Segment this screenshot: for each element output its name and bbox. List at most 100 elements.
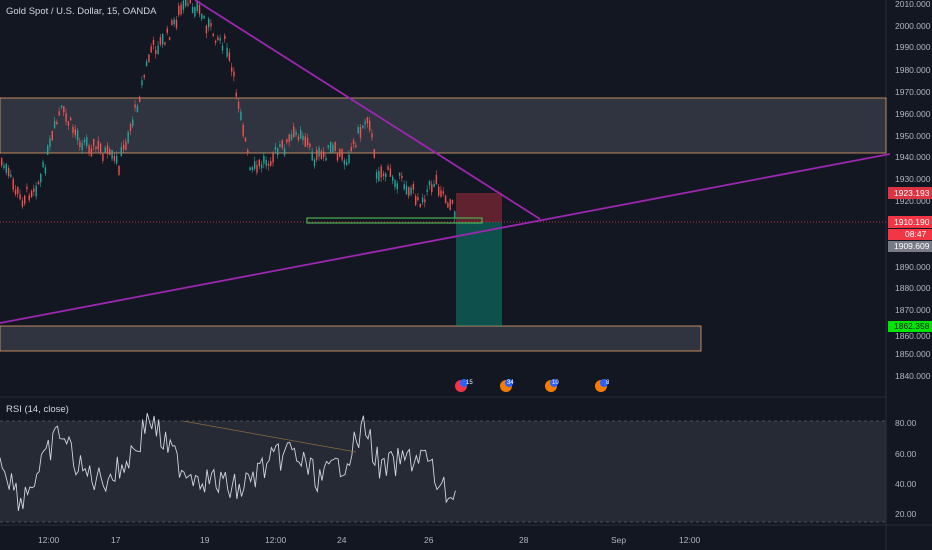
candle xyxy=(205,25,208,34)
candle xyxy=(118,165,120,175)
rsi-indicator-label[interactable]: RSI (14, close) xyxy=(6,404,69,415)
candle xyxy=(274,146,277,150)
time-axis[interactable]: 12:00 17 19 12:00 24 26 28 Sep 12:00 xyxy=(38,535,701,545)
candle xyxy=(35,185,37,197)
candle xyxy=(224,35,226,39)
candle xyxy=(157,45,159,55)
candle xyxy=(102,153,104,161)
candle xyxy=(332,144,334,153)
candle xyxy=(283,148,286,156)
candle xyxy=(212,33,214,36)
candle xyxy=(203,15,205,19)
candle xyxy=(428,181,431,186)
candle xyxy=(210,23,212,27)
candle xyxy=(40,174,42,183)
price-label-bg xyxy=(888,187,932,199)
price-tick: 1960.000 xyxy=(895,109,931,119)
time-tick: 12:00 xyxy=(679,535,701,545)
economic-events[interactable]: 15 34 10 8 xyxy=(455,379,610,392)
price-tick: 1950.000 xyxy=(895,131,931,141)
price-label-bg xyxy=(888,229,932,240)
candle xyxy=(408,187,410,196)
candle xyxy=(251,167,254,170)
candle xyxy=(426,189,428,192)
candle xyxy=(189,0,191,4)
price-candles xyxy=(1,0,456,223)
candle xyxy=(362,125,364,128)
candle xyxy=(134,104,136,108)
price-tick: 1870.000 xyxy=(895,305,931,315)
candle xyxy=(373,148,375,158)
price-tick: 1940.000 xyxy=(895,152,931,162)
demand-zone[interactable] xyxy=(0,325,702,352)
descending-trendline[interactable] xyxy=(194,0,541,220)
candle xyxy=(180,4,182,15)
price-tick: 2000.000 xyxy=(895,21,931,31)
rsi-line xyxy=(0,412,456,511)
candle xyxy=(311,151,313,161)
support-box[interactable] xyxy=(306,217,483,224)
candle xyxy=(14,189,17,195)
time-tick: Sep xyxy=(611,535,626,545)
candle xyxy=(145,61,148,66)
candle xyxy=(208,18,210,28)
ascending-trendline[interactable] xyxy=(0,153,891,324)
candle xyxy=(309,143,311,148)
time-tick: 12:00 xyxy=(265,535,287,545)
candle xyxy=(79,141,81,148)
candle xyxy=(175,19,178,28)
rsi-divergence-line[interactable] xyxy=(182,420,357,453)
price-axis[interactable]: 2010.000 2000.000 1990.000 1980.000 1970… xyxy=(895,0,931,381)
candle xyxy=(88,145,90,154)
candle xyxy=(42,162,44,168)
candle xyxy=(214,40,217,43)
candle xyxy=(231,67,233,72)
candle xyxy=(226,47,228,57)
candle xyxy=(196,0,198,11)
candle xyxy=(320,151,323,159)
candle xyxy=(86,137,88,146)
candle xyxy=(451,199,454,204)
candle xyxy=(95,146,97,150)
candle xyxy=(375,172,378,179)
event-flag-icon[interactable]: 8 xyxy=(595,379,610,392)
candle xyxy=(139,96,141,102)
price-tick: 1990.000 xyxy=(895,42,931,52)
resistance-zone[interactable] xyxy=(0,97,887,154)
event-flag-icon[interactable]: 34 xyxy=(500,379,514,392)
candle xyxy=(143,74,145,78)
candle xyxy=(141,80,143,86)
candle xyxy=(129,124,132,132)
candle xyxy=(394,180,396,187)
candle xyxy=(26,186,28,190)
candle xyxy=(327,145,329,148)
candle xyxy=(72,126,74,133)
price-label-bg xyxy=(888,216,932,228)
candle xyxy=(348,154,350,163)
candle xyxy=(405,185,408,195)
price-label-bg xyxy=(888,241,932,252)
candle xyxy=(304,136,306,147)
event-flag-icon[interactable]: 10 xyxy=(545,379,559,392)
candle xyxy=(10,174,12,178)
candle xyxy=(306,138,309,146)
candle xyxy=(111,150,113,159)
candle xyxy=(270,161,272,166)
candle xyxy=(21,200,24,207)
rsi-axis[interactable]: 80.00 60.00 40.00 20.00 xyxy=(895,418,917,519)
symbol-title[interactable]: Gold Spot / U.S. Dollar, 15, OANDA xyxy=(6,6,157,17)
take-profit-area[interactable] xyxy=(456,222,502,326)
candle xyxy=(369,120,371,131)
candle xyxy=(51,130,53,141)
candle xyxy=(120,147,122,156)
candle xyxy=(297,136,300,140)
stop-loss-area[interactable] xyxy=(456,193,502,222)
event-flag-icon[interactable]: 15 xyxy=(455,379,473,392)
candle xyxy=(325,158,327,161)
candle xyxy=(233,71,235,77)
rsi-tick: 60.00 xyxy=(895,449,917,459)
candle xyxy=(221,45,224,51)
candle xyxy=(258,159,260,167)
